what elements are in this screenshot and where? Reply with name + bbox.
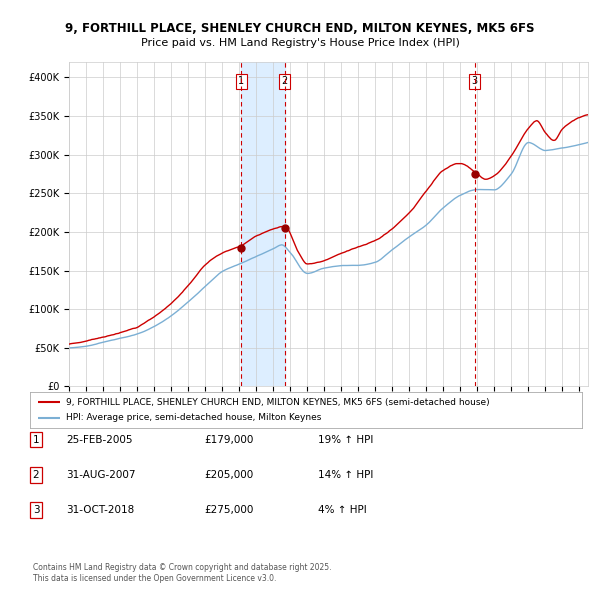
Text: Contains HM Land Registry data © Crown copyright and database right 2025.: Contains HM Land Registry data © Crown c… xyxy=(33,563,331,572)
Text: 9, FORTHILL PLACE, SHENLEY CHURCH END, MILTON KEYNES, MK5 6FS: 9, FORTHILL PLACE, SHENLEY CHURCH END, M… xyxy=(65,22,535,35)
Text: This data is licensed under the Open Government Licence v3.0.: This data is licensed under the Open Gov… xyxy=(33,573,277,583)
Text: 19% ↑ HPI: 19% ↑ HPI xyxy=(318,435,373,444)
Text: £179,000: £179,000 xyxy=(204,435,253,444)
Text: 9, FORTHILL PLACE, SHENLEY CHURCH END, MILTON KEYNES, MK5 6FS (semi-detached hou: 9, FORTHILL PLACE, SHENLEY CHURCH END, M… xyxy=(66,398,490,407)
Text: Price paid vs. HM Land Registry's House Price Index (HPI): Price paid vs. HM Land Registry's House … xyxy=(140,38,460,48)
Text: 2: 2 xyxy=(281,76,287,86)
Text: 3: 3 xyxy=(32,506,40,515)
Text: 31-OCT-2018: 31-OCT-2018 xyxy=(66,506,134,515)
Text: 3: 3 xyxy=(472,76,478,86)
Text: 31-AUG-2007: 31-AUG-2007 xyxy=(66,470,136,480)
Text: HPI: Average price, semi-detached house, Milton Keynes: HPI: Average price, semi-detached house,… xyxy=(66,414,321,422)
Text: 4% ↑ HPI: 4% ↑ HPI xyxy=(318,506,367,515)
Text: £205,000: £205,000 xyxy=(204,470,253,480)
Text: 2: 2 xyxy=(32,470,40,480)
Text: 25-FEB-2005: 25-FEB-2005 xyxy=(66,435,133,444)
Bar xyxy=(241,62,284,386)
Text: £275,000: £275,000 xyxy=(204,506,253,515)
Text: 1: 1 xyxy=(238,76,244,86)
Text: 14% ↑ HPI: 14% ↑ HPI xyxy=(318,470,373,480)
Text: 1: 1 xyxy=(32,435,40,444)
